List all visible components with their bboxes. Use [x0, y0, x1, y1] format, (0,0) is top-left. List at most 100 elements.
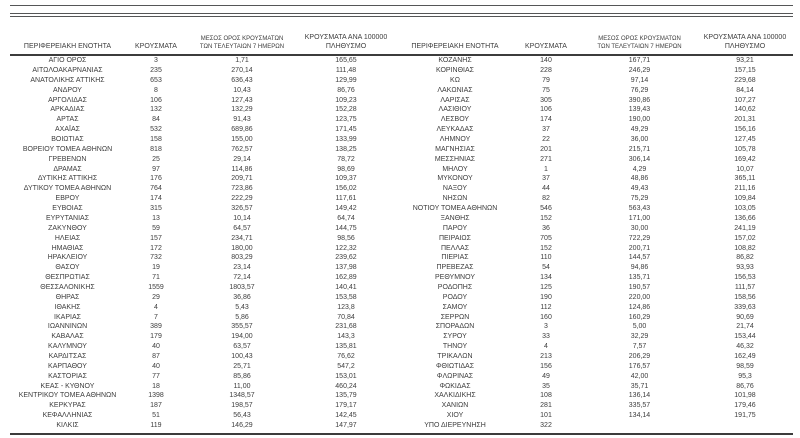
table-row: ΘΑΣΟΥ 19 23,14 137,98 — [10, 263, 395, 273]
cases-cell: 87 — [152, 352, 160, 360]
avg7-cell: 270,14 — [231, 67, 253, 75]
cases-cell: 532 — [150, 126, 162, 134]
avg7-cell: 56,43 — [233, 412, 251, 420]
avg7-cell: 139,43 — [628, 106, 651, 114]
top-rule-3 — [10, 16, 793, 17]
cases-cell: 25 — [152, 155, 160, 163]
cases-cell: 228 — [540, 67, 552, 75]
per100k-cell: 86,76 — [337, 86, 355, 94]
avg7-cell: 36,00 — [630, 136, 649, 144]
per100k-cell: 149,42 — [335, 205, 357, 213]
cases-cell: 40 — [152, 362, 160, 370]
column-header-avg7-line2: ΤΩΝ ΤΕΛΕΥΤΑΙΩΝ 7 ΗΜΕΡΩΝ — [199, 43, 285, 50]
column-header-avg7-line1: ΜΕΣΟΣ ΟΡΟΣ ΚΡΟΥΣΜΑΤΩΝ — [598, 36, 681, 42]
table-row: ΔΡΑΜΑΣ 97 114,86 98,69 — [10, 164, 395, 174]
cases-cell: 22 — [542, 136, 550, 144]
table-row: ΒΟΡΕΙΟΥ ΤΟΜΕΑ ΑΘΗΝΩΝ 818 762,57 138,25 — [10, 145, 395, 155]
table-row: ΚΩ 79 97,14 229,68 — [400, 76, 793, 86]
cases-cell: 176 — [150, 175, 162, 183]
table-row: ΜΑΓΝΗΣΙΑΣ 201 215,71 105,78 — [400, 145, 793, 155]
region-cell: ΤΗΝΟΥ — [442, 343, 468, 351]
cases-cell: 37 — [542, 126, 550, 134]
avg7-cell: 194,00 — [231, 333, 253, 341]
avg7-cell: 100,43 — [231, 352, 253, 360]
table-header: ΠΕΡΙΦΕΡΕΙΑΚΗ ΕΝΟΤΗΤΑ ΚΡΟΥΣΜΑΤΑ ΜΕΣΟΣ ΟΡΟ… — [400, 22, 793, 52]
per100k-cell: 140,62 — [734, 106, 756, 114]
per100k-cell: 152,28 — [335, 106, 357, 114]
per100k-cell: 103,05 — [734, 205, 756, 213]
per100k-cell: 129,99 — [335, 76, 357, 84]
table-row: ΙΚΑΡΙΑΣ 7 5,86 70,84 — [10, 312, 395, 322]
per100k-cell: 90,69 — [736, 313, 754, 321]
cases-cell: 281 — [540, 402, 552, 410]
cases-cell: 97 — [152, 165, 160, 173]
avg7-cell: 10,43 — [233, 86, 251, 94]
table-row: ΠΡΕΒΕΖΑΣ 54 94,86 93,93 — [400, 263, 793, 273]
avg7-cell: 335,57 — [628, 402, 651, 410]
cases-cell: 44 — [542, 185, 550, 193]
per100k-cell: 98,59 — [736, 362, 754, 370]
region-cell: ΜΕΣΣΗΝΙΑΣ — [434, 155, 476, 163]
avg7-cell: 160,29 — [628, 313, 651, 321]
per100k-cell: 123,8 — [337, 303, 355, 311]
table-row: ΡΟΔΟΠΗΣ 125 190,57 111,57 — [400, 283, 793, 293]
table-row: ΓΡΕΒΕΝΩΝ 25 29,14 78,72 — [10, 155, 395, 165]
top-rule-2 — [10, 13, 793, 14]
region-cell: ΤΡΙΚΑΛΩΝ — [437, 352, 473, 360]
region-cell: ΝΟΤΙΟΥ ΤΟΜΕΑ ΑΘΗΝΩΝ — [412, 205, 498, 213]
region-cell: ΕΒΡΟΥ — [55, 195, 80, 203]
cases-cell: 13 — [152, 214, 160, 222]
region-cell: ΚΕΝΤΡΙΚΟΥ ΤΟΜΕΑ ΑΘΗΝΩΝ — [18, 392, 117, 400]
avg7-cell: 4,29 — [632, 165, 647, 173]
table-row: ΛΗΜΝΟΥ 22 36,00 127,45 — [400, 135, 793, 145]
cases-cell: 110 — [540, 254, 552, 262]
cases-cell: 187 — [150, 402, 162, 410]
column-header-per100k-line1: ΚΡΟΥΣΜΑΤΑ ΑΝΑ 100000 — [304, 34, 388, 41]
region-cell: ΣΕΡΡΩΝ — [440, 313, 470, 321]
table-row: ΣΕΡΡΩΝ 160 160,29 90,69 — [400, 312, 793, 322]
region-cell: ΜΗΛΟΥ — [442, 165, 468, 173]
per100k-cell: 109,84 — [734, 195, 756, 203]
avg7-cell: 723,86 — [231, 185, 253, 193]
cases-cell: 112 — [540, 303, 552, 311]
avg7-cell: 220,00 — [628, 293, 651, 301]
per100k-cell: 98,69 — [337, 165, 355, 173]
per100k-cell: 111,48 — [335, 67, 357, 75]
cases-cell: 82 — [542, 195, 550, 203]
region-cell: ΑΙΤΩΛΟΑΚΑΡΝΑΝΙΑΣ — [32, 67, 103, 75]
table-row: ΠΙΕΡΙΑΣ 110 144,57 86,82 — [400, 253, 793, 263]
region-cell: ΑΡΤΑΣ — [56, 116, 79, 124]
avg7-cell: 49,43 — [630, 185, 649, 193]
per100k-cell: 229,68 — [734, 76, 756, 84]
per100k-cell: 109,23 — [335, 96, 357, 104]
avg7-cell: 144,57 — [628, 254, 651, 262]
avg7-cell: 136,14 — [628, 392, 651, 400]
cases-cell: 190 — [540, 293, 552, 301]
avg7-cell: 63,57 — [233, 343, 251, 351]
region-cell: ΚΑΣΤΟΡΙΑΣ — [48, 372, 87, 380]
avg7-cell: 134,14 — [628, 412, 651, 420]
per100k-cell: 21,74 — [736, 323, 754, 331]
region-cell: ΣΠΟΡΑΔΩΝ — [435, 323, 475, 331]
avg7-cell: 72,14 — [233, 274, 251, 282]
per100k-cell: 93,21 — [736, 57, 754, 65]
cases-cell: 389 — [150, 323, 162, 331]
table-row: ΘΗΡΑΣ 29 36,86 153,58 — [10, 293, 395, 303]
cases-cell: 119 — [150, 421, 162, 429]
table-row: ΚΑΣΤΟΡΙΑΣ 77 85,86 153,01 — [10, 372, 395, 382]
table-row: ΑΝΔΡΟΥ 8 10,43 86,76 — [10, 86, 395, 96]
region-cell: ΓΡΕΒΕΝΩΝ — [48, 155, 87, 163]
avg7-cell: 167,71 — [628, 57, 651, 65]
table-row: ΣΑΜΟΥ 112 124,86 339,63 — [400, 302, 793, 312]
table-row: ΜΕΣΣΗΝΙΑΣ 271 306,14 169,42 — [400, 155, 793, 165]
header-separator-rule — [10, 54, 793, 56]
region-cell: ΘΑΣΟΥ — [55, 264, 80, 272]
per100k-cell: 231,68 — [335, 323, 357, 331]
avg7-cell: 76,29 — [630, 86, 649, 94]
per100k-cell: 70,84 — [337, 313, 355, 321]
column-header-region: ΠΕΡΙΦΕΡΕΙΑΚΗ ΕΝΟΤΗΤΑ — [411, 43, 499, 50]
column-header-per100k: ΚΡΟΥΣΜΑΤΑ ΑΝΑ 100000 ΠΛΗΘΥΣΜΟ — [697, 34, 793, 52]
avg7-cell: 36,86 — [233, 293, 251, 301]
per100k-cell: 135,81 — [335, 343, 357, 351]
cases-cell: 152 — [540, 244, 552, 252]
